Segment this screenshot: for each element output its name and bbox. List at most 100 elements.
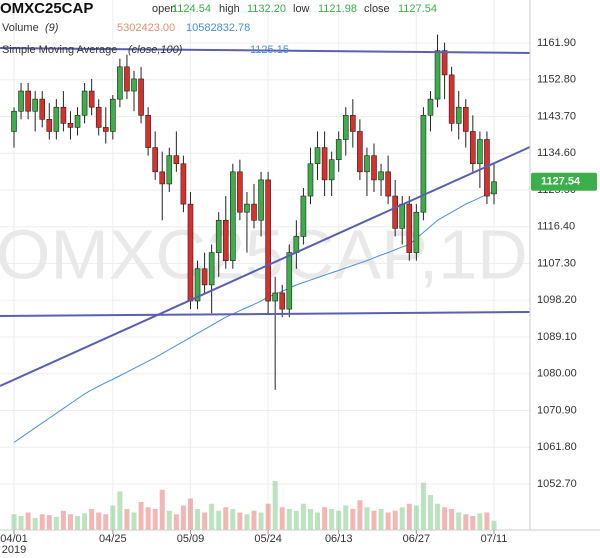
volume-bar bbox=[315, 512, 321, 530]
volume-bar bbox=[251, 510, 257, 530]
volume-bar bbox=[117, 491, 123, 530]
volume-bar bbox=[159, 489, 165, 530]
volume-bar bbox=[336, 510, 342, 530]
volume-bar bbox=[152, 509, 158, 530]
candle-body bbox=[293, 236, 300, 253]
volume-bar bbox=[110, 505, 116, 530]
volume-bar bbox=[223, 507, 229, 530]
volume-bar bbox=[279, 507, 285, 530]
y-tick-label: 1052.70 bbox=[537, 478, 577, 490]
candle-body bbox=[81, 90, 88, 116]
candle-body bbox=[18, 90, 24, 112]
volume-bar bbox=[237, 512, 243, 530]
volume-bar bbox=[195, 509, 201, 530]
candle-body bbox=[25, 90, 31, 112]
y-tick-label: 1152.80 bbox=[537, 74, 576, 86]
candle-body bbox=[60, 106, 67, 124]
x-tick-label: 05/09 bbox=[177, 533, 205, 545]
y-tick-label: 1161.90 bbox=[537, 37, 576, 49]
candle-body bbox=[138, 78, 144, 116]
volume-bar bbox=[272, 481, 278, 530]
volume-bar bbox=[166, 510, 172, 530]
volume-bar bbox=[216, 510, 222, 530]
volume-bar bbox=[491, 520, 497, 530]
volume-bar bbox=[131, 512, 137, 530]
legend-label: low bbox=[293, 3, 310, 15]
candle-body bbox=[350, 114, 356, 132]
volume-bar bbox=[11, 514, 17, 530]
legend-value: 1127.54 bbox=[398, 3, 437, 15]
legend-value: 1125.15 bbox=[250, 44, 289, 56]
volume-bar bbox=[286, 509, 292, 530]
y-tick-label: 1070.90 bbox=[537, 404, 577, 416]
legend: OMXC25CAP open 1124.54 high 1132.20 low … bbox=[0, 0, 437, 56]
volume-bar bbox=[470, 516, 476, 530]
candle-body bbox=[53, 106, 60, 132]
candle-body bbox=[152, 147, 158, 173]
candle-body bbox=[328, 159, 335, 181]
candle-body bbox=[67, 123, 74, 128]
candle-body bbox=[187, 203, 194, 302]
candle-body bbox=[124, 66, 130, 92]
volume-bar bbox=[477, 513, 483, 530]
volume-bar bbox=[392, 510, 398, 530]
volume-bar bbox=[103, 514, 109, 530]
candle-body bbox=[399, 203, 406, 229]
volume-bar bbox=[413, 505, 419, 530]
candle-body bbox=[39, 98, 46, 120]
candle-body bbox=[11, 110, 17, 132]
volume-bar bbox=[209, 503, 215, 530]
volume-bar bbox=[18, 516, 24, 530]
volume-bar bbox=[322, 507, 328, 530]
candle-body bbox=[286, 252, 293, 310]
legend-value: 1124.54 bbox=[172, 3, 211, 15]
volume-bar bbox=[46, 515, 52, 530]
x-tick-label: 06/13 bbox=[325, 533, 353, 545]
candle-body bbox=[371, 155, 377, 181]
volume-bar bbox=[442, 507, 448, 530]
legend-label: Volume bbox=[2, 22, 39, 34]
volume-bar bbox=[371, 510, 377, 530]
volume-bar bbox=[53, 516, 59, 530]
candle-body bbox=[364, 155, 370, 173]
volume-bar bbox=[258, 512, 264, 530]
candle-body bbox=[448, 74, 455, 124]
candle-body bbox=[307, 163, 314, 197]
candle-body bbox=[279, 292, 286, 310]
volume-bar bbox=[244, 514, 250, 530]
watermark: OMXC25CAP,1D bbox=[0, 215, 528, 293]
candle-body bbox=[180, 163, 187, 205]
y-tick-label: 1098.20 bbox=[537, 294, 577, 306]
volume-bar bbox=[463, 514, 469, 530]
x-tick-label: 04/25 bbox=[99, 533, 127, 545]
candle-body bbox=[145, 114, 151, 148]
candle-body bbox=[110, 98, 116, 132]
y-tick-label: 1107.30 bbox=[537, 257, 576, 269]
candle-body bbox=[357, 131, 363, 173]
volume-bar bbox=[138, 502, 144, 530]
candle-body bbox=[173, 155, 180, 165]
legend-label: close bbox=[364, 3, 390, 15]
year-label: 2019 bbox=[2, 544, 26, 556]
candle-body bbox=[208, 252, 215, 286]
volume-bar bbox=[145, 507, 151, 530]
legend-label: Simple Moving Average bbox=[2, 44, 117, 56]
candle-body bbox=[420, 114, 427, 213]
y-tick-label: 1143.70 bbox=[537, 110, 576, 122]
candle-body bbox=[342, 114, 349, 140]
volume-bar bbox=[427, 495, 433, 530]
candle-body bbox=[244, 203, 250, 213]
candle-body bbox=[314, 147, 321, 165]
price-badge bbox=[531, 172, 597, 191]
volume-bar bbox=[60, 510, 66, 530]
candle-body bbox=[215, 219, 222, 253]
candle-body bbox=[335, 139, 342, 161]
volume-bar bbox=[173, 514, 179, 530]
price-badge-label: 1127.54 bbox=[541, 176, 581, 188]
candle-body bbox=[413, 211, 420, 253]
volume-bar bbox=[293, 510, 299, 530]
candle-body bbox=[117, 66, 123, 100]
candle-body bbox=[470, 131, 476, 165]
